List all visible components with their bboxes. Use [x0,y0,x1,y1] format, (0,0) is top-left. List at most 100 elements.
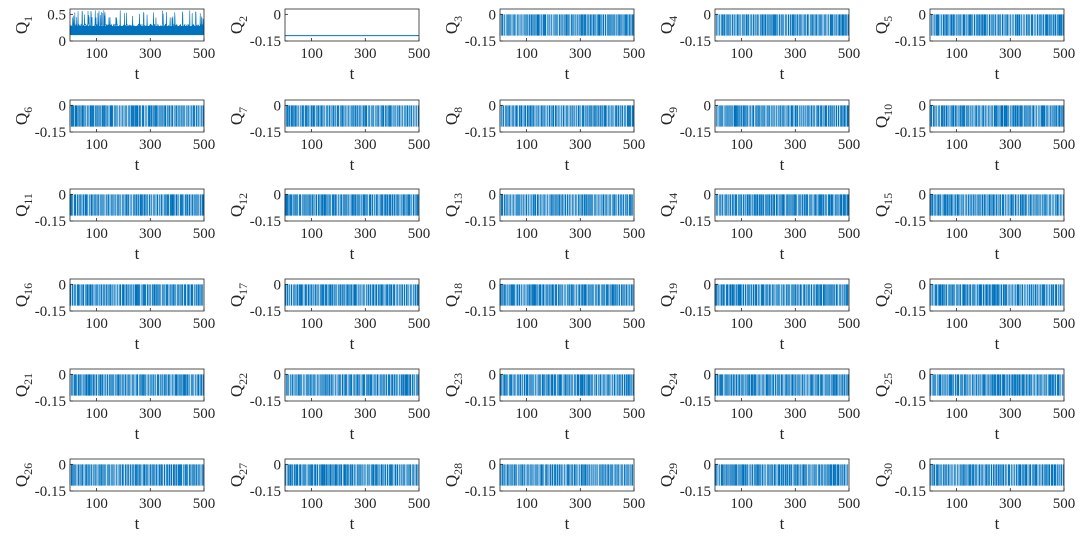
panel-22-ylabel: Q22 [227,373,250,397]
panel-3-ytick-label: 0 [489,7,497,23]
panel-16-xtick-label: 100 [85,316,108,332]
panel-19-signal-fill [715,284,849,306]
panel-16-signal-line [69,284,204,306]
panel-3-axes-box [499,8,635,42]
panel-15-xtick-label: 300 [999,226,1022,242]
panel-13-axes-box [499,188,635,222]
panel-20-xlabel: t [995,334,1000,353]
panel-30-ylabel: Q30 [872,463,895,487]
panel-19-ytick-label: -0.15 [680,304,711,320]
panel-11-xtick-label: 500 [193,226,216,242]
panel-24-ytick-label: -0.15 [680,394,711,410]
panel-4-ytick-label: -0.15 [680,34,711,50]
panel-3-xlabel: t [565,64,570,83]
panel-10-xtick-label: 100 [945,137,968,153]
panel-22-ytick-label: 0 [274,367,282,383]
panel-6-ytick-label: 0 [59,98,67,114]
panel-23: 0 -0.15 100 300 500 t Q23 [442,367,645,443]
panel-10: 0 -0.15 100 300 500 t Q10 [872,98,1075,174]
panel-17-xtick-label: 100 [300,316,323,332]
panel-18-ytick-label: 0 [489,277,497,293]
panel-24-xtick-label: 300 [784,406,807,422]
panel-4: 0 -0.15 100 300 500 t Q4 [657,7,860,83]
panel-9-signal-fill [715,105,849,127]
panel-14-ytick-label: 0 [704,187,712,203]
panel-30-xtick-label: 100 [945,496,968,512]
panel-12: 0 -0.15 100 300 500 t Q12 [227,187,430,263]
panel-8-ytick-label: -0.15 [465,125,496,141]
panel-28-axes-box [499,458,635,492]
panel-17: 0 -0.15 100 300 500 t Q17 [227,277,430,353]
panel-18-ylabel: Q18 [442,283,465,307]
panel-26-xtick-label: 100 [85,496,108,512]
panel-28-xtick-label: 100 [515,496,538,512]
panel-4-xlabel: t [780,64,785,83]
panel-25: 0 -0.15 100 300 500 t Q25 [872,367,1075,443]
panel-25-ylabel: Q25 [872,373,895,397]
panel-30: 0 -0.15 100 300 500 t Q30 [872,457,1075,533]
panel-8-axes-box [499,99,635,133]
panel-14-xtick-label: 300 [784,226,807,242]
panel-18-xtick-label: 500 [623,316,646,332]
panel-5-xlabel: t [995,64,1000,83]
panel-6-xtick-label: 500 [193,137,216,153]
panel-1-xlabel: t [135,64,140,83]
panel-25-xtick-label: 300 [999,406,1022,422]
panel-19-xlabel: t [780,334,785,353]
panel-5-ytick-label: 0 [919,7,927,23]
panel-16-xtick-label: 300 [139,316,162,332]
panel-29-xlabel: t [780,514,785,533]
panel-19-xtick-label: 300 [784,316,807,332]
panel-11-xtick-label: 100 [85,226,108,242]
panel-10-ylabel: Q10 [872,104,895,128]
panel-30-xlabel: t [995,514,1000,533]
panel-11-xtick-label: 300 [139,226,162,242]
panel-25-ytick-label: 0 [919,367,927,383]
panel-12-xtick-label: 500 [408,226,431,242]
panel-6-axes-box [69,99,205,133]
panel-8-xlabel: t [565,155,570,174]
panel-28-xtick-label: 500 [623,496,646,512]
panel-17-ylabel: Q17 [227,283,250,307]
panel-1-ylabel: Q1 [12,16,35,34]
panel-8: 0 -0.15 100 300 500 t Q8 [442,98,645,174]
panel-20-axes-box [929,278,1065,312]
panel-12-xlabel: t [350,244,355,263]
panel-29-xtick-label: 100 [730,496,753,512]
panel-29-ylabel: Q29 [657,463,680,487]
panel-18-ytick-label: -0.15 [465,304,496,320]
panel-21-xlabel: t [135,424,140,443]
panel-16-ylabel: Q16 [12,283,35,307]
panel-18-axes-box [499,278,635,312]
panel-2-ytick-label: -0.15 [250,34,281,50]
panel-2-axes-box [284,8,420,42]
panel-20-ytick-label: 0 [919,277,927,293]
panel-24-ytick-label: 0 [704,367,712,383]
panel-9-ytick-label: -0.15 [680,125,711,141]
panel-24: 0 -0.15 100 300 500 t Q24 [657,367,860,443]
panel-17-ytick-label: -0.15 [250,304,281,320]
panel-26-ylabel: Q26 [12,463,35,487]
panel-24-axes-box [714,368,850,402]
panel-29-xtick-label: 300 [784,496,807,512]
panel-19-xtick-label: 500 [838,316,861,332]
panel-11: 0 -0.15 100 300 500 t Q11 [12,187,215,263]
panel-21-xtick-label: 500 [193,406,216,422]
panel-27-axes-box [284,458,420,492]
panel-27-ytick-label: -0.15 [250,484,281,500]
panel-2-xtick-label: 300 [354,46,377,62]
panel-25-xtick-label: 500 [1053,406,1076,422]
panel-1-xtick-label: 300 [139,46,162,62]
panel-20-ytick-label: -0.15 [895,304,926,320]
panel-15-xtick-label: 100 [945,226,968,242]
panel-9-xtick-label: 500 [838,137,861,153]
panel-22: 0 -0.15 100 300 500 t Q22 [227,367,430,443]
panel-7-xtick-label: 300 [354,137,377,153]
panel-17-axes-box [284,278,420,312]
panel-30-xtick-label: 300 [999,496,1022,512]
panel-23-xtick-label: 500 [623,406,646,422]
panel-22-xtick-label: 500 [408,406,431,422]
panel-18-xtick-label: 300 [569,316,592,332]
panel-23-xtick-label: 100 [515,406,538,422]
panel-4-xtick-label: 500 [838,46,861,62]
